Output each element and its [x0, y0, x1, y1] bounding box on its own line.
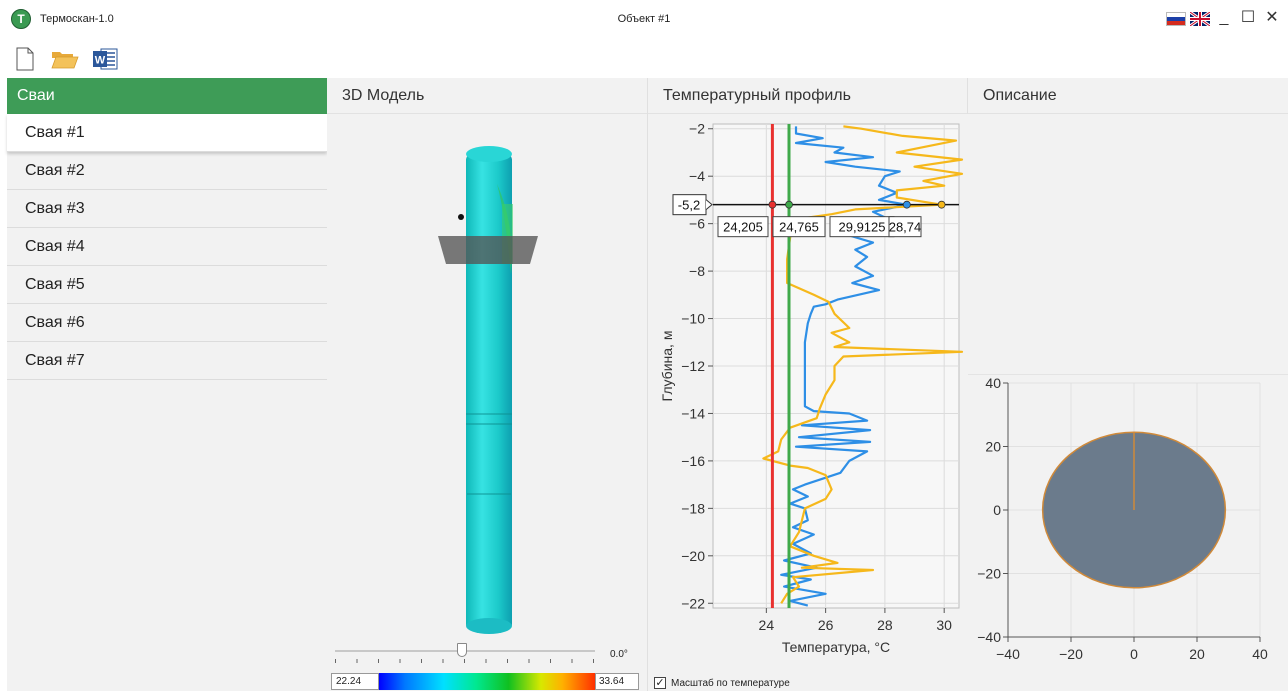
cursor-depth-label: -5,2: [678, 198, 700, 213]
pile-body: [466, 154, 512, 630]
pile-item[interactable]: Свая #3: [7, 190, 327, 228]
series-line: [762, 125, 964, 604]
description-header: Описание: [968, 78, 1288, 114]
toolbar: W: [0, 40, 1288, 78]
y-tick-label: −14: [681, 405, 705, 421]
window-controls: _ ☐ ✕: [1166, 6, 1282, 32]
profile-panel: 24 26 28 30 −2 −4 −6 −8 −10 −12 −14 −16 −18 −20 −22 Тем…: [648, 114, 968, 691]
pile-item[interactable]: Свая #2: [7, 152, 327, 190]
window-title: Объект #1: [617, 13, 671, 25]
x-tick-label: −20: [1059, 646, 1083, 662]
pile-item[interactable]: Свая #7: [7, 342, 327, 380]
y-tick-label: −2: [689, 121, 705, 137]
x-tick-label: 28: [877, 617, 893, 633]
y-tick-label: 0: [993, 502, 1001, 518]
word-export-icon: W: [93, 48, 118, 70]
piles-header: Сваи: [7, 78, 327, 114]
colorbar-max: 33.64: [595, 673, 639, 690]
title-bar: T Термоскан-1.0 Объект #1 _ ☐ ✕: [0, 0, 1288, 40]
y-tick-label: −16: [681, 453, 705, 469]
y-tick-label: −20: [681, 548, 705, 564]
checkbox-icon[interactable]: ✓: [654, 677, 666, 689]
cursor-point: [768, 200, 777, 209]
app-title: Термоскан-1.0: [40, 13, 114, 25]
profile-header: Температурный профиль: [648, 78, 968, 114]
pile-top: [466, 146, 512, 162]
minimize-button[interactable]: _: [1219, 9, 1229, 26]
piles-panel: Сваи Свая #1 Свая #2 Свая #3 Свая #4 Свая #5…: [7, 78, 327, 691]
app-logo: T: [11, 9, 31, 29]
cursor-readout-box: [772, 216, 826, 238]
cursor-depth-arrow: [705, 199, 713, 211]
cursor-readout-label: 28,74: [889, 220, 922, 235]
model3d-panel: 0.0° 22.24 33.64: [327, 114, 647, 691]
y-tick-label: −8: [689, 263, 705, 279]
x-tick-label: 30: [936, 617, 952, 633]
y-tick-label: 20: [985, 439, 1001, 455]
pile-marker: [458, 214, 464, 220]
rotation-slider-thumb[interactable]: [457, 643, 467, 657]
y-tick-label: −18: [681, 500, 705, 516]
cursor-point: [937, 200, 946, 209]
y-tick-label: −22: [681, 595, 705, 611]
y-tick-label: −12: [681, 358, 705, 374]
cursor-readout-box: [717, 216, 769, 238]
english-flag-icon[interactable]: [1190, 12, 1210, 26]
pile-ridge: [466, 413, 512, 495]
colorbar-min: 22.24: [331, 673, 379, 690]
x-tick-label: −40: [996, 646, 1020, 662]
pile-list: Свая #1 Свая #2 Свая #3 Свая #4 Свая #5 Свая …: [7, 114, 327, 380]
x-tick-label: 20: [1189, 646, 1205, 662]
export-word-button[interactable]: W: [90, 44, 120, 74]
colorbar: [379, 673, 595, 690]
cursor-point: [785, 200, 793, 209]
pile-bottom: [466, 618, 512, 634]
cross-section-panel: −40 −20 0 20 40 40 20 0 −20 −40: [968, 374, 1288, 691]
russian-flag-icon[interactable]: [1166, 12, 1186, 26]
maximize-button[interactable]: ☐: [1240, 9, 1256, 26]
pile-3d-view[interactable]: [327, 114, 647, 644]
new-file-icon: [16, 47, 34, 71]
x-tick-label: 24: [759, 617, 775, 633]
x-tick-label: 26: [818, 617, 834, 633]
description-panel: [968, 114, 1288, 374]
y-tick-label: 40: [985, 375, 1001, 391]
open-folder-icon: [51, 52, 79, 69]
pile-item[interactable]: Свая #6: [7, 304, 327, 342]
model3d-header: 3D Модель: [327, 78, 647, 114]
pile-warm-band: [502, 204, 513, 264]
scale-checkbox[interactable]: ✓ Масштаб по температуре: [654, 677, 790, 689]
ground-plane: [438, 236, 538, 264]
cursor-point: [902, 200, 911, 209]
scale-checkbox-label: Масштаб по температуре: [671, 677, 790, 689]
cursor-readout-label: 29,9125: [839, 220, 886, 235]
rotation-value: 0.0°: [610, 649, 628, 660]
pile-item[interactable]: Свая #5: [7, 266, 327, 304]
y-tick-label: −20: [977, 566, 1001, 582]
x-tick-label: 40: [1252, 646, 1268, 662]
svg-text:W: W: [95, 55, 106, 67]
cursor-readout-label: 24,205: [723, 220, 763, 235]
cross-section-chart[interactable]: −40 −20 0 20 40 40 20 0 −20 −40: [968, 375, 1288, 691]
cursor-readout-label: 24,765: [779, 220, 819, 235]
pile-item[interactable]: Свая #1: [7, 114, 327, 152]
close-button[interactable]: ✕: [1265, 9, 1279, 26]
y-tick-label: −10: [681, 311, 705, 327]
temperature-profile-chart[interactable]: 24 26 28 30 −2 −4 −6 −8 −10 −12 −14 −16 −18 −20 −22 Тем…: [648, 114, 968, 667]
x-axis-label: Температура, °C: [782, 639, 890, 655]
column-divider: [647, 78, 648, 691]
cursor-readout-box: [888, 216, 922, 238]
new-file-button[interactable]: [10, 44, 40, 74]
y-tick-label: −40: [977, 629, 1001, 645]
series-line: [780, 126, 908, 607]
rotation-slider[interactable]: [335, 643, 595, 663]
pile-item[interactable]: Свая #4: [7, 228, 327, 266]
x-tick-label: 0: [1130, 646, 1138, 662]
y-axis-label: Глубина, м: [659, 331, 675, 402]
open-file-button[interactable]: [50, 44, 80, 74]
y-tick-label: −4: [689, 168, 705, 184]
y-tick-label: −6: [689, 216, 705, 232]
